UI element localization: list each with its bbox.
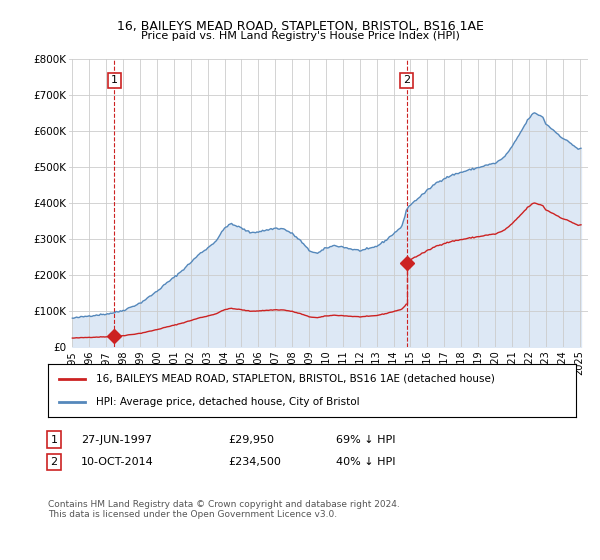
Text: 2: 2 bbox=[50, 457, 58, 467]
Text: 2: 2 bbox=[403, 76, 410, 86]
Text: 40% ↓ HPI: 40% ↓ HPI bbox=[336, 457, 395, 467]
Text: Price paid vs. HM Land Registry's House Price Index (HPI): Price paid vs. HM Land Registry's House … bbox=[140, 31, 460, 41]
Text: 69% ↓ HPI: 69% ↓ HPI bbox=[336, 435, 395, 445]
Text: Contains HM Land Registry data © Crown copyright and database right 2024.
This d: Contains HM Land Registry data © Crown c… bbox=[48, 500, 400, 519]
Text: 1: 1 bbox=[50, 435, 58, 445]
Text: 1: 1 bbox=[111, 76, 118, 86]
Text: HPI: Average price, detached house, City of Bristol: HPI: Average price, detached house, City… bbox=[95, 397, 359, 407]
Text: £29,950: £29,950 bbox=[228, 435, 274, 445]
Text: 16, BAILEYS MEAD ROAD, STAPLETON, BRISTOL, BS16 1AE: 16, BAILEYS MEAD ROAD, STAPLETON, BRISTO… bbox=[116, 20, 484, 32]
Text: 16, BAILEYS MEAD ROAD, STAPLETON, BRISTOL, BS16 1AE (detached house): 16, BAILEYS MEAD ROAD, STAPLETON, BRISTO… bbox=[95, 374, 494, 384]
Text: £234,500: £234,500 bbox=[228, 457, 281, 467]
Text: 27-JUN-1997: 27-JUN-1997 bbox=[81, 435, 152, 445]
Text: 10-OCT-2014: 10-OCT-2014 bbox=[81, 457, 154, 467]
